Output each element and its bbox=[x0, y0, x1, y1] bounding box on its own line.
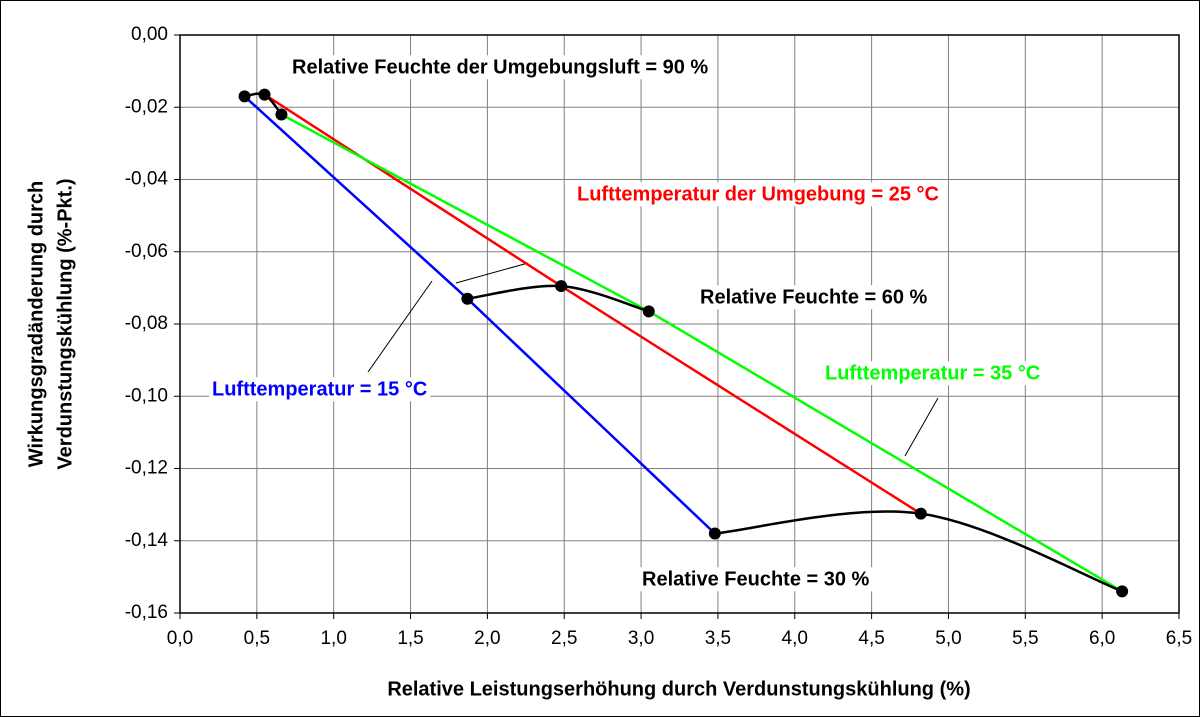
x-tick-label: 4,5 bbox=[858, 628, 884, 649]
point bbox=[555, 280, 568, 293]
x-tick-label: 1,0 bbox=[320, 628, 346, 649]
label-background bbox=[289, 55, 712, 80]
series-label: Lufttemperatur = 35 °C bbox=[825, 362, 1040, 384]
x-tick-label: 1,5 bbox=[397, 628, 423, 649]
series-label: Relative Feuchte = 60 % bbox=[700, 286, 928, 308]
x-tick-label: 0,5 bbox=[244, 628, 270, 649]
label-background bbox=[574, 182, 942, 207]
point bbox=[238, 90, 251, 103]
point bbox=[914, 507, 927, 520]
series-label: Lufttemperatur = 15 °C bbox=[212, 378, 427, 400]
y-tick-label: -0,14 bbox=[125, 530, 169, 551]
leader-line bbox=[455, 262, 529, 284]
point bbox=[1116, 585, 1129, 598]
x-tick-label: 5,5 bbox=[1012, 628, 1038, 649]
x-tick-label: 3,5 bbox=[705, 628, 731, 649]
y-tick-label: 0,00 bbox=[131, 24, 168, 45]
point bbox=[708, 527, 721, 540]
x-axis-label: Relative Leistungserhöhung durch Verduns… bbox=[387, 678, 970, 700]
point bbox=[642, 305, 655, 318]
series-label: Lufttemperatur der Umgebung = 25 °C bbox=[577, 183, 939, 205]
x-tick-label: 6,0 bbox=[1089, 628, 1115, 649]
x-tick-label: 3,0 bbox=[628, 628, 654, 649]
label-background bbox=[697, 285, 931, 310]
x-tick-label: 5,0 bbox=[935, 628, 961, 649]
x-tick-label: 0,0 bbox=[167, 628, 193, 649]
series-label: Relative Feuchte = 30 % bbox=[642, 568, 870, 590]
y-tick-label: -0,10 bbox=[125, 385, 168, 406]
y-tick-label: -0,08 bbox=[125, 313, 168, 334]
series-label: Relative Feuchte der Umgebungsluft = 90 … bbox=[292, 56, 708, 78]
point bbox=[461, 292, 474, 305]
y-tick-label: -0,02 bbox=[125, 96, 168, 117]
label-background bbox=[639, 567, 873, 592]
y-tick-label: -0,06 bbox=[125, 241, 168, 262]
label-background bbox=[822, 361, 1044, 386]
leader-line bbox=[904, 397, 939, 457]
x-tick-label: 2,0 bbox=[474, 628, 500, 649]
y-axis-label: Wirkungsgradänderung durch bbox=[25, 181, 47, 468]
y-tick-label: -0,12 bbox=[125, 458, 168, 479]
y-tick-label: -0,16 bbox=[125, 602, 168, 623]
x-tick-label: 4,0 bbox=[782, 628, 808, 649]
point bbox=[275, 108, 288, 121]
x-tick-label: 2,5 bbox=[551, 628, 577, 649]
y-axis-label: Verdunstungskühlung (%-Pkt.) bbox=[54, 178, 76, 469]
y-tick-label: -0,04 bbox=[125, 169, 169, 190]
x-tick-label: 6,5 bbox=[1166, 628, 1192, 649]
point bbox=[258, 88, 271, 101]
leader-line bbox=[367, 280, 433, 373]
label-background bbox=[209, 377, 431, 402]
